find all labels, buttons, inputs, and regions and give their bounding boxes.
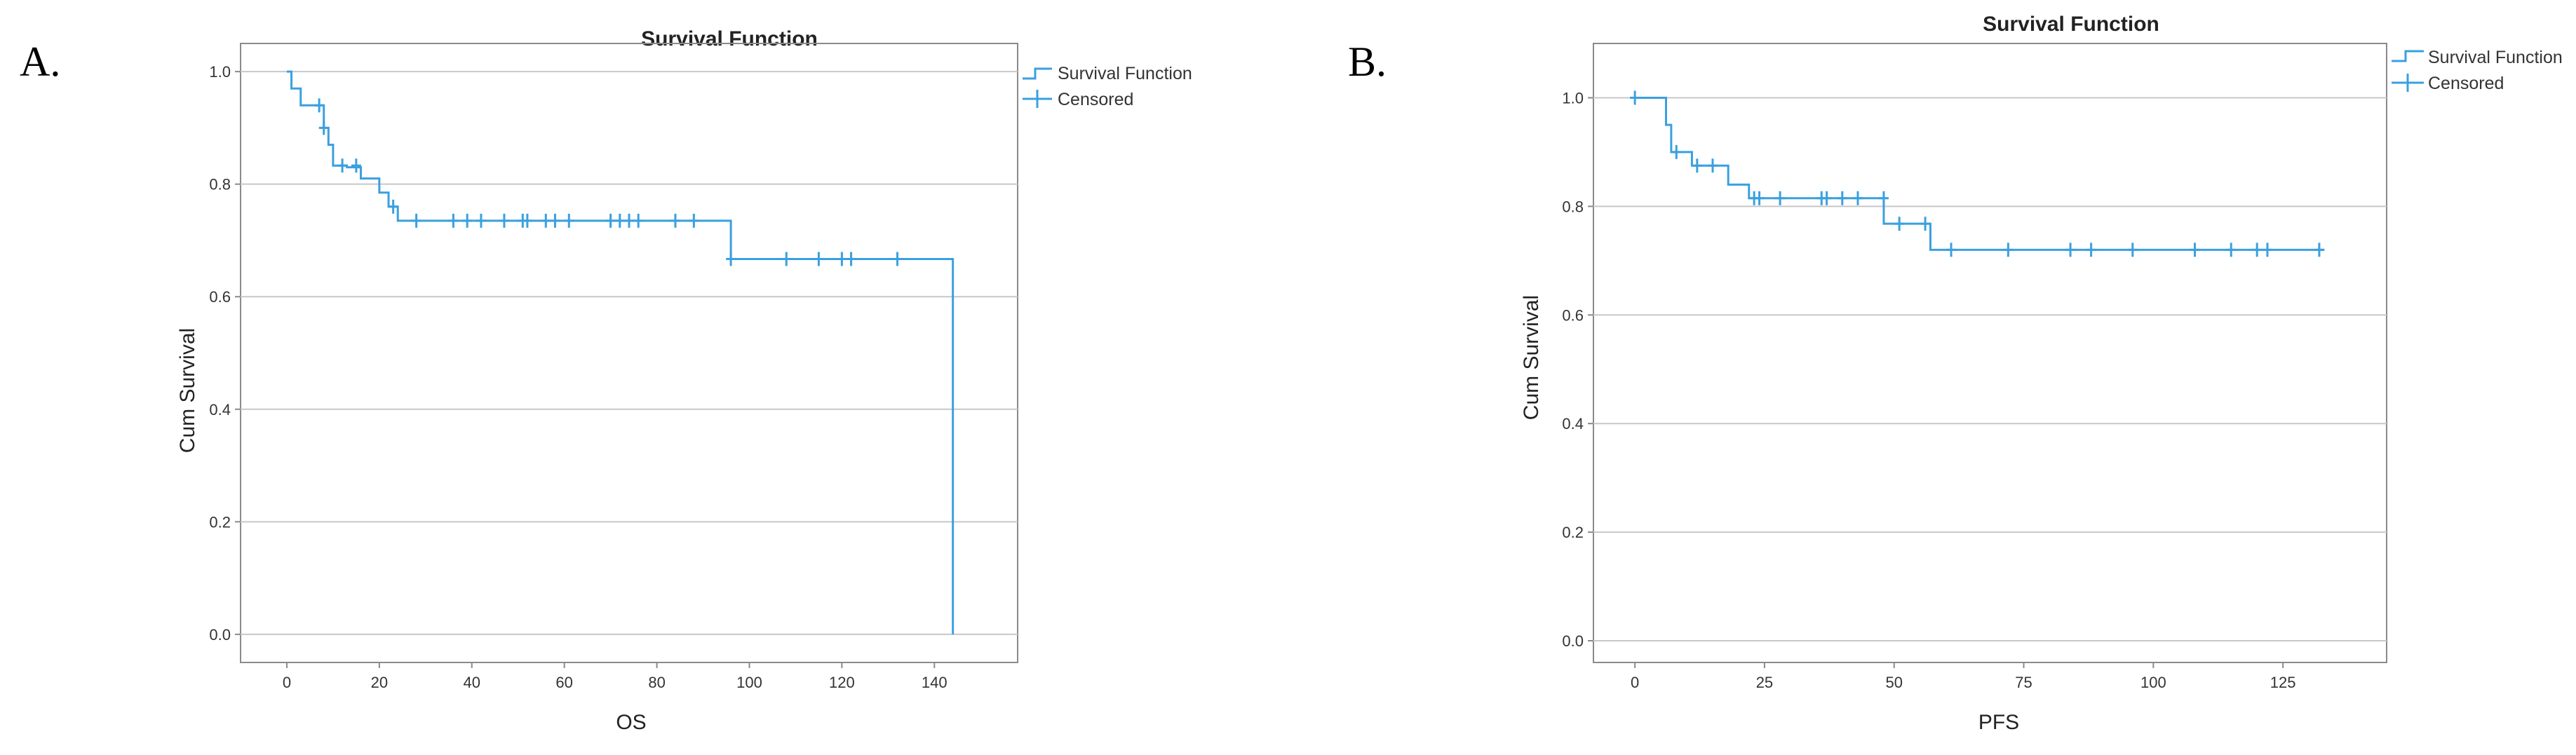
- panel-a-censored-mark: [388, 199, 398, 214]
- panel-a-legend-label-censored: Censored: [1058, 90, 1133, 109]
- panel-b-letter: B.: [1348, 39, 1387, 85]
- panel-b-ytick-label: 0.4: [1562, 415, 1584, 433]
- panel-b-censored-mark: [1821, 191, 1832, 205]
- panel-b-survival-curve: [1635, 96, 2325, 251]
- panel-a-ytick-label: 0.8: [209, 176, 231, 193]
- panel-b-ytick-label: 0.0: [1562, 632, 1584, 650]
- panel-a-censored-mark: [564, 213, 574, 228]
- panel-a-censored-mark: [448, 213, 459, 228]
- panel-a-survival-curve: [286, 70, 955, 634]
- panel-a-censored-mark: [318, 121, 329, 135]
- panel-a-censored-mark: [633, 213, 644, 228]
- panel-a-xlabel: OS: [616, 711, 646, 734]
- panel-a-censored-mark: [670, 213, 680, 228]
- panel-b-plot-area: 0.0 0.2 0.4 0.6 0.8 1.0 0 25 50 75 100 125: [1562, 43, 2387, 691]
- panel-a-censored-mark: [814, 252, 824, 266]
- panel-b-censored-mark: [1708, 158, 1718, 173]
- panel-a-ytick-label: 0.0: [209, 626, 231, 644]
- panel-a-censored-mark: [476, 213, 486, 228]
- panel-b-censored-mark: [2086, 243, 2096, 257]
- panel-a: A. Survival Function OS Cum Survival 0.0…: [20, 27, 1192, 734]
- panel-b-censored-mark: [1946, 243, 1957, 257]
- panel-b-ytick-label: 0.8: [1562, 198, 1584, 215]
- panel-b-censored-mark: [2065, 243, 2076, 257]
- panel-a-censored-mark: [499, 213, 509, 228]
- panel-a-censored-mark: [462, 213, 473, 228]
- panel-a-xtick-label: 20: [371, 674, 388, 691]
- panel-a-censored-mark: [837, 252, 847, 266]
- panel-a-ytick-label: 0.6: [209, 288, 231, 306]
- panel-b-censored-mark: [2314, 243, 2324, 257]
- panel-b-censored-mark: [1920, 217, 1931, 231]
- panel-a-censored-mark: [892, 252, 903, 266]
- panel-a-legend-label-survival: Survival Function: [1058, 64, 1192, 83]
- panel-a-censored-mark: [605, 213, 616, 228]
- panel-b-censored-mark: [2252, 243, 2263, 257]
- panel-b-censored-mark: [2190, 243, 2200, 257]
- panel-a-ytick-label: 0.4: [209, 401, 231, 419]
- panel-a-censored-mark: [614, 213, 625, 228]
- panel-b: B. Survival Function PFS Cum Survival 0.…: [1348, 13, 2563, 734]
- panel-b-censored-mark: [2262, 243, 2272, 257]
- panel-a-censored-mark: [550, 213, 560, 228]
- panel-b-xtick-label: 125: [2270, 674, 2296, 691]
- panel-b-censored-mark: [1894, 217, 1905, 231]
- panel-b-legend: Survival Function Censored: [2392, 48, 2563, 93]
- panel-b-censored-mark: [1853, 191, 1863, 205]
- panel-b-title: Survival Function: [1983, 13, 2159, 36]
- panel-b-legend-label-censored: Censored: [2428, 74, 2504, 93]
- panel-a-legend: Survival Function Censored: [1023, 64, 1192, 109]
- panel-b-censored-mark: [2003, 243, 2014, 257]
- panel-a-censored-mark: [337, 158, 348, 173]
- panel-b-legend-step-icon: [2392, 50, 2424, 62]
- panel-b-xtick-label: 25: [1756, 674, 1773, 691]
- panel-a-ytick-label: 1.0: [209, 63, 231, 81]
- panel-a-xtick-label: 0: [283, 674, 291, 691]
- panel-a-censored-mark: [781, 252, 792, 266]
- panel-b-censored-mark: [1671, 144, 1682, 159]
- panel-b-censored-mark: [1692, 158, 1702, 173]
- panel-b-xtick-label: 100: [2140, 674, 2166, 691]
- panel-b-ytick-label: 0.2: [1562, 524, 1584, 541]
- panel-a-censored-mark: [411, 213, 422, 228]
- panel-a-censored-mark: [689, 213, 699, 228]
- panel-b-plot-frame: [1593, 43, 2387, 663]
- panel-b-xlabel: PFS: [1978, 711, 2019, 734]
- panel-b-ytick-label: 0.6: [1562, 306, 1584, 324]
- panel-b-censored-mark: [1630, 90, 1640, 105]
- panel-a-xtick-label: 80: [648, 674, 665, 691]
- panel-a-xtick-label: 100: [736, 674, 762, 691]
- panel-a-xtick-label: 40: [464, 674, 480, 691]
- panel-a-xtick-label: 140: [922, 674, 948, 691]
- panel-b-censored-mark: [1754, 191, 1765, 205]
- panel-a-censored-mark: [314, 98, 325, 113]
- panel-b-xtick-label: 50: [1886, 674, 1903, 691]
- panel-b-ytick-label: 1.0: [1562, 89, 1584, 107]
- panel-a-censored-mark: [541, 213, 551, 228]
- panel-a-ytick-label: 0.2: [209, 513, 231, 531]
- panel-b-censored-mark: [2127, 243, 2138, 257]
- panel-b-censored-mark: [2226, 243, 2237, 257]
- panel-b-ylabel: Cum Survival: [1520, 295, 1543, 420]
- panel-b-censored-mark: [1775, 191, 1786, 205]
- panel-a-censored-mark: [726, 252, 736, 266]
- panel-a-xtick-label: 120: [829, 674, 855, 691]
- panel-a-letter: A.: [20, 39, 60, 85]
- panel-a-title: Survival Function: [641, 27, 818, 50]
- panel-a-legend-step-icon: [1023, 67, 1052, 80]
- panel-b-xtick-label: 0: [1631, 674, 1639, 691]
- panel-a-censored-mark: [846, 252, 856, 266]
- panel-b-censored-mark: [1837, 191, 1847, 205]
- panel-a-censored-mark: [351, 158, 361, 173]
- panel-a-plot-frame: [240, 43, 1018, 663]
- panel-a-xtick-label: 60: [555, 674, 572, 691]
- panel-a-censored-mark: [624, 213, 634, 228]
- panel-b-censored-mark: [1878, 191, 1889, 205]
- panel-a-ylabel: Cum Survival: [176, 328, 199, 453]
- panel-b-xtick-label: 75: [2015, 674, 2032, 691]
- panel-b-legend-label-survival: Survival Function: [2428, 48, 2563, 67]
- panel-a-censored-mark: [522, 213, 532, 228]
- panel-a-plot-area: 0.0 0.2 0.4 0.6 0.8 1.0 0 20 40 60 80 100 120 140: [209, 43, 1018, 691]
